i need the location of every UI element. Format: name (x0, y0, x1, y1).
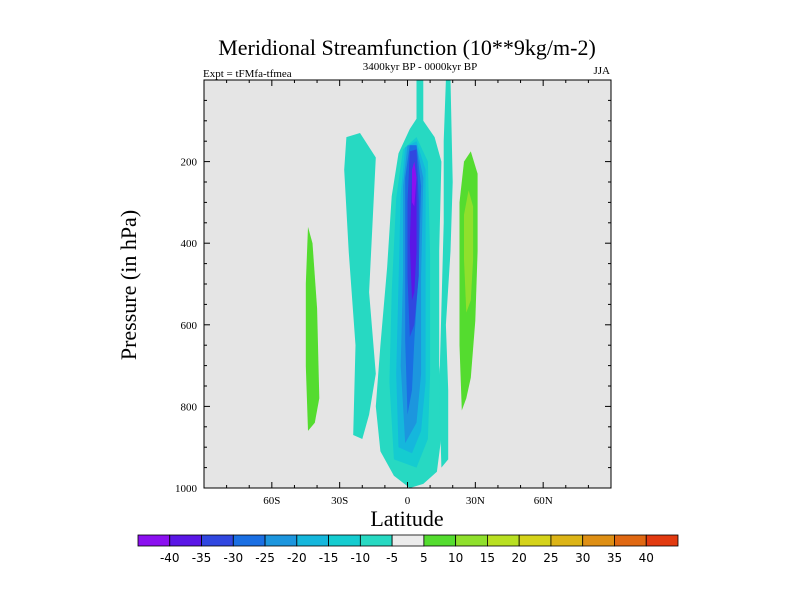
colorbar-label: 5 (420, 551, 428, 565)
colorbar-swatch (423, 534, 457, 547)
y-tick-label: 1000 (175, 483, 198, 495)
colorbar-label: 25 (543, 551, 558, 565)
colorbar-swatch (328, 534, 361, 547)
colorbar-label: 20 (512, 551, 527, 565)
colorbar-label: -15 (319, 551, 339, 565)
y-tick-label: 400 (181, 238, 198, 250)
colorbar-label: -30 (223, 551, 243, 565)
colorbar-label: 40 (639, 551, 654, 565)
colorbar-swatch (614, 534, 647, 547)
colorbar: -40 -35 -30 -25 -20 -15 -10 -5 5 10 15 20 25 30 35 40 (137, 534, 679, 565)
colorbar-swatch (232, 534, 266, 547)
colorbar-swatch (391, 534, 425, 547)
x-tick-label: 60S (263, 495, 280, 507)
y-tick-label: 200 (181, 157, 198, 169)
colorbar-swatch (487, 534, 520, 547)
x-tick-label: 30S (331, 495, 348, 507)
colorbar-label: 15 (480, 551, 495, 565)
subtitle-left: Expt = tFMfa-tfmea (203, 68, 292, 80)
colorbar-label: -25 (255, 551, 275, 565)
colorbar-label: 30 (575, 551, 590, 565)
colorbar-label: -10 (351, 551, 371, 565)
colorbar-swatch (582, 534, 615, 547)
y-tick-label: 600 (181, 320, 198, 332)
contour-southern-negative-cell (344, 133, 376, 439)
contour-southern-positive-cell (305, 226, 320, 431)
colorbar-swatch (169, 534, 202, 547)
colorbar-label: 35 (607, 551, 622, 565)
colorbar-label: 10 (448, 551, 463, 565)
colorbar-swatch (296, 534, 329, 547)
subtitle-center: 3400kyr BP - 0000kyr BP (363, 61, 478, 73)
colorbar-label: -20 (287, 551, 307, 565)
y-axis-label: Pressure (in hPa) (116, 210, 141, 360)
colorbar-swatch (359, 534, 393, 547)
axis-ticks: 60S 30S 0 30N 60N 200 400 600 800 1000 (175, 80, 611, 507)
contour-layer (305, 80, 478, 488)
x-tick-label: 30N (466, 495, 485, 507)
colorbar-swatch (264, 534, 298, 547)
colorbar-swatch (201, 534, 234, 547)
chart-title: Meridional Streamfunction (10**9kg/m-2) (218, 35, 596, 60)
x-tick-label: 60N (534, 495, 553, 507)
y-tick-label: 800 (181, 401, 198, 413)
x-tick-label: 0 (405, 495, 411, 507)
colorbar-label: -35 (192, 551, 212, 565)
contour-northern-positive-core (464, 190, 474, 313)
colorbar-label: -5 (386, 551, 398, 565)
colorbar-swatch (518, 534, 552, 547)
contour-northern-upper-negative (439, 80, 453, 468)
colorbar-swatch (137, 534, 171, 547)
x-axis-label: Latitude (370, 506, 443, 531)
colorbar-label: -40 (160, 551, 180, 565)
contour-core-extreme (412, 161, 417, 207)
colorbar-swatch (550, 534, 584, 547)
subtitle-right: JJA (593, 65, 610, 77)
colorbar-swatch (455, 534, 488, 547)
colorbar-swatch (645, 534, 679, 547)
